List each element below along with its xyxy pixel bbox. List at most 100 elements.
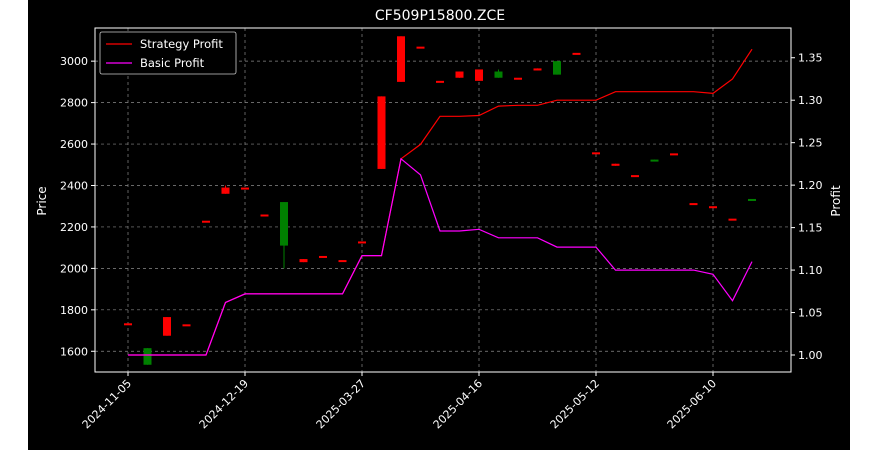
candle-body <box>299 259 308 263</box>
candle-body <box>475 69 483 81</box>
y-tick-label-left: 2600 <box>60 138 88 151</box>
chart-figure: CF509P15800.ZCE Price Profit 1600 1800 200… <box>28 0 850 450</box>
candle-body <box>494 71 503 78</box>
candle <box>709 206 717 209</box>
y-axis-label-left: Price <box>35 186 49 215</box>
candle <box>260 214 269 217</box>
candle-body <box>631 175 639 178</box>
candle <box>202 220 210 223</box>
candle <box>280 202 288 269</box>
chart-svg: CF509P15800.ZCE Price Profit 1600 1800 200… <box>35 8 843 431</box>
x-tick-label: 2025-04-16 <box>431 377 485 431</box>
chart-legend: Strategy Profit Basic Profit <box>99 31 237 75</box>
y-tick-label-right: 1.35 <box>798 52 823 65</box>
x-tick-label: 2025-06-10 <box>665 377 719 431</box>
candle <box>514 77 522 80</box>
axes-layer: 1600 1800 2000 2200 2400 2600 2800 3000 1.00 1.05… <box>60 27 823 431</box>
candle <box>124 323 132 326</box>
candle-body <box>358 241 366 244</box>
x-tick-label: 2024-11-05 <box>80 377 134 431</box>
candle <box>358 241 366 244</box>
candle <box>631 175 639 178</box>
candle-body <box>143 348 152 365</box>
legend-label: Strategy Profit <box>140 37 223 51</box>
candle-body <box>748 198 756 201</box>
candle-body <box>416 46 425 49</box>
candle <box>338 260 347 263</box>
candle <box>748 198 756 201</box>
candle <box>494 69 503 78</box>
y-tick-label-left: 1800 <box>60 304 88 317</box>
candle-body <box>202 220 210 223</box>
candle <box>163 317 171 336</box>
profit-lines-layer <box>128 48 753 356</box>
candle <box>670 153 678 156</box>
y-tick-label-left: 2200 <box>60 221 88 234</box>
candle <box>319 255 327 258</box>
candle <box>377 96 386 169</box>
candle <box>436 80 444 83</box>
strategy-profit-line <box>128 48 753 356</box>
candle-body <box>611 163 620 166</box>
y-tick-label-left: 3000 <box>60 55 88 68</box>
candle-body <box>436 80 444 83</box>
legend-label: Basic Profit <box>140 56 205 70</box>
candle-body <box>319 255 327 258</box>
y-tick-label-right: 1.20 <box>798 179 823 192</box>
y-tick-label-right: 1.10 <box>798 264 823 277</box>
candle-body <box>689 203 698 206</box>
y-tick-label-left: 1600 <box>60 345 88 358</box>
candle <box>221 185 230 194</box>
candle-body <box>260 214 269 217</box>
candle-body <box>670 153 678 156</box>
candle-body <box>182 324 191 327</box>
y-tick-label-right: 1.05 <box>798 307 823 320</box>
candle-body <box>709 206 717 209</box>
candle <box>143 348 152 365</box>
y-tick-label-left: 2400 <box>60 179 88 192</box>
candle-body <box>650 159 659 162</box>
candle-body <box>572 52 581 55</box>
y-tick-label-right: 1.00 <box>798 349 823 362</box>
grid-layer <box>95 28 791 372</box>
candle <box>650 159 659 162</box>
y-axis-label-right: Profit <box>829 185 843 217</box>
candle-body <box>514 77 522 80</box>
candle <box>611 163 620 166</box>
x-tick-label: 2024-12-19 <box>197 377 251 431</box>
y-tick-label-left: 2000 <box>60 262 88 275</box>
candle <box>455 71 464 78</box>
candle-body <box>728 218 737 221</box>
basic-profit-line <box>128 157 753 356</box>
candle <box>572 52 581 55</box>
chart-title: CF509P15800.ZCE <box>375 8 505 24</box>
y-tick-label-right: 1.15 <box>798 222 823 235</box>
candle-body <box>533 68 542 71</box>
candle-body <box>241 187 249 190</box>
candle-body <box>377 96 386 169</box>
candle <box>553 61 561 75</box>
candle <box>533 68 542 71</box>
candle-body <box>592 152 600 155</box>
candle-body <box>124 323 132 326</box>
y-tick-label-left: 2800 <box>60 97 88 110</box>
candle <box>241 187 249 190</box>
candle <box>689 203 698 206</box>
candle <box>475 69 483 81</box>
x-tick-label: 2025-03-27 <box>314 377 368 431</box>
candle-body <box>553 61 561 75</box>
candle <box>182 324 191 327</box>
plot-frame <box>94 27 792 373</box>
legend-box <box>99 31 237 75</box>
candle-body <box>280 202 288 246</box>
candle <box>299 259 308 263</box>
candle-body <box>221 187 230 194</box>
candle-body <box>397 36 405 82</box>
candle-body <box>338 260 347 263</box>
y-tick-label-right: 1.30 <box>798 94 823 107</box>
y-tick-label-right: 1.25 <box>798 137 823 150</box>
candle <box>728 218 737 221</box>
candle <box>397 36 405 82</box>
candles-layer <box>124 36 756 365</box>
x-tick-label: 2025-05-12 <box>548 377 602 431</box>
